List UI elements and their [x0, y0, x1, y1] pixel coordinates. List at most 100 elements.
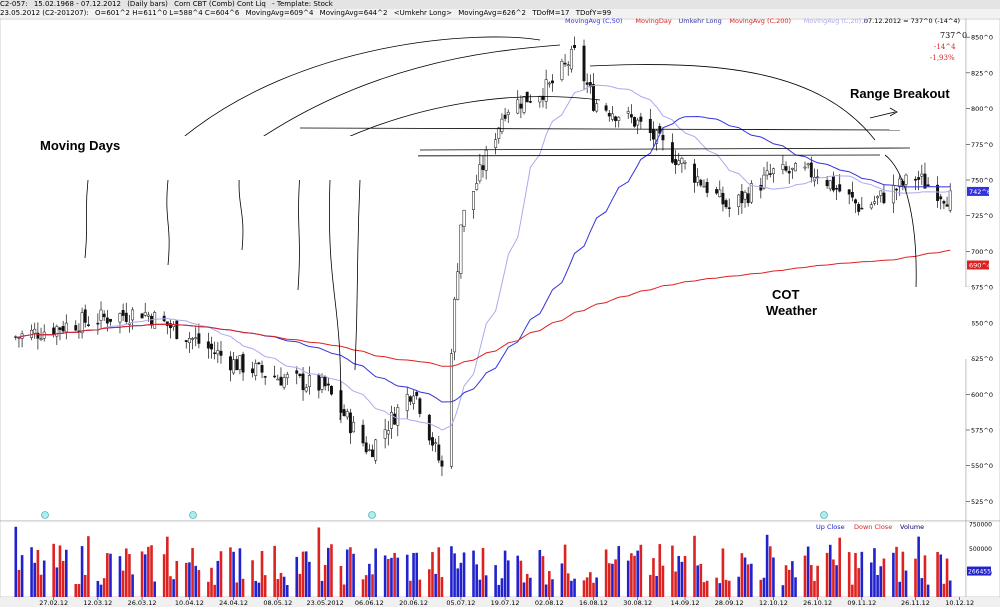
x-tick-label: 28.09.12 — [715, 599, 744, 607]
date-range-label: 15.02.1968 - 07.12.2012 — [33, 0, 121, 8]
candle-body — [869, 204, 873, 209]
volume-bar — [705, 580, 709, 597]
volume-bars — [14, 526, 952, 597]
y-tick-label: 675^0 — [971, 284, 993, 292]
x-tick-label: 12.03.12 — [83, 599, 112, 607]
volume-bar — [412, 552, 415, 597]
volume-bar — [232, 551, 235, 597]
candle-body — [743, 192, 747, 200]
volume-bar — [671, 545, 674, 597]
candle-body — [273, 375, 277, 378]
candle-body — [727, 207, 731, 209]
volume-bar — [124, 548, 128, 597]
candle-body — [55, 326, 59, 337]
volume-bar — [718, 583, 722, 597]
candle-body — [229, 356, 232, 371]
volume-bar — [649, 574, 652, 597]
volume-bar — [219, 551, 223, 597]
candle-body — [771, 168, 775, 175]
cot-weather-note: COT Weather — [762, 287, 972, 359]
candle-body — [721, 192, 725, 205]
candle-body — [210, 343, 213, 350]
volume-legend-entry: Volume — [900, 523, 924, 531]
candle-body — [895, 188, 898, 191]
candle-body — [629, 114, 633, 118]
volume-bar — [368, 563, 371, 597]
volume-bar — [64, 549, 68, 597]
arrow-stroke — [166, 179, 170, 266]
volume-bar — [434, 573, 437, 597]
candle-body — [882, 192, 886, 204]
volume-bar — [415, 552, 419, 597]
candle-body — [285, 374, 289, 379]
candles — [14, 36, 952, 477]
volume-bar — [216, 560, 220, 597]
candle-body — [607, 112, 611, 117]
volume-bar — [743, 557, 747, 597]
candle-body — [213, 352, 217, 354]
candle-body — [219, 350, 223, 356]
volume-bar — [453, 553, 456, 597]
candle-body — [677, 160, 681, 165]
volume-bar — [810, 565, 813, 597]
volume-bar — [345, 549, 349, 597]
volume-bar — [77, 584, 81, 597]
legend-entry: MovingAvg (C,200) — [729, 17, 791, 25]
candle-body — [301, 373, 305, 391]
volume-bar — [506, 560, 510, 597]
volume-bar — [30, 547, 33, 597]
y-tick-label: 700^0 — [971, 248, 993, 256]
candle-body — [169, 323, 172, 329]
volume-bar — [263, 575, 267, 597]
candle-body — [472, 191, 475, 211]
candle-body — [696, 176, 700, 183]
volume-bar — [39, 574, 43, 597]
price-tag — [967, 186, 989, 196]
volume-bar — [892, 552, 895, 597]
volume-bar — [832, 559, 835, 597]
candle-body — [105, 317, 109, 324]
candle-body — [323, 376, 327, 387]
arrow-stroke — [354, 179, 361, 371]
volume-bar — [582, 580, 586, 597]
volume-bar — [882, 558, 886, 597]
candle-body — [386, 430, 390, 435]
candle-body — [74, 325, 78, 331]
volume-bar — [459, 562, 463, 597]
candle-body — [828, 180, 832, 190]
candle-body — [787, 170, 791, 174]
volume-bar — [304, 551, 308, 597]
price-tag-label: 690^4 — [969, 262, 991, 270]
candle-body — [566, 64, 570, 66]
candle-body — [165, 321, 169, 326]
study-value: <Umkehr Long> — [393, 9, 452, 17]
volume-bar — [522, 582, 526, 597]
volume-bar — [939, 554, 943, 597]
candle-body — [478, 164, 482, 182]
candle-body — [718, 189, 722, 198]
volume-bar — [873, 548, 876, 597]
volume-bar — [563, 544, 567, 597]
volume-bar — [787, 569, 791, 597]
volume-bar — [409, 580, 412, 597]
volume-bar — [633, 555, 636, 597]
volume-tag — [967, 566, 991, 576]
study-value: TDofY=99 — [575, 9, 612, 17]
volume-bar — [118, 556, 122, 597]
y-tick-label: 750^0 — [971, 177, 993, 185]
volume-bar — [661, 565, 665, 597]
volume-bar — [55, 567, 59, 597]
candle-body — [390, 412, 393, 429]
volume-bar — [936, 551, 939, 597]
arrow-stroke — [297, 171, 301, 291]
candle-body — [806, 163, 810, 166]
volume-bar — [301, 551, 305, 597]
x-tick-label: 02.08.12 — [535, 599, 564, 607]
volume-bar — [724, 579, 728, 597]
candle-body — [484, 149, 488, 171]
candle-body — [857, 204, 861, 212]
candle-body — [825, 179, 829, 187]
volume-bar — [680, 561, 684, 597]
volume-bar — [630, 553, 633, 597]
